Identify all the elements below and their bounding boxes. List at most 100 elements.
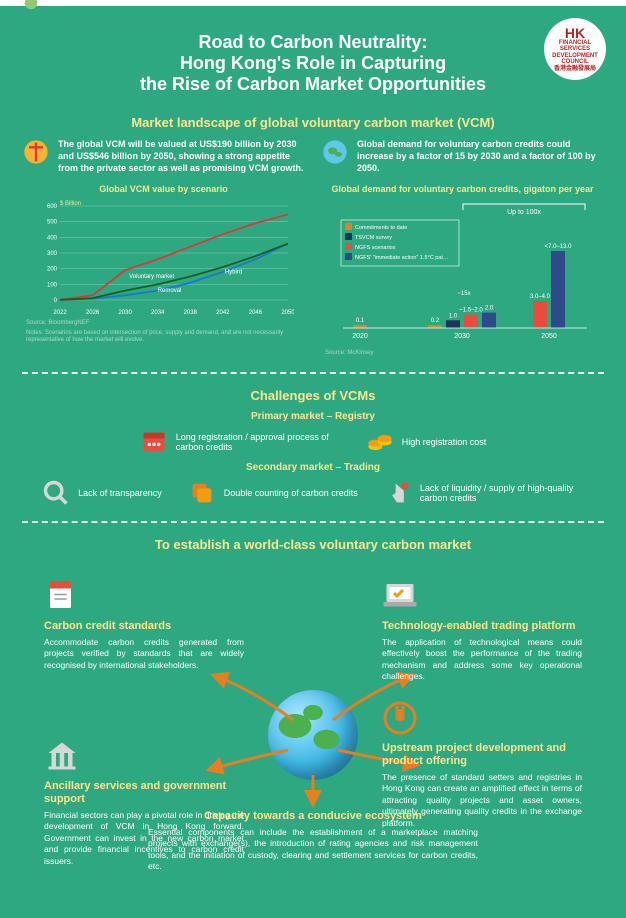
establish-section: Carbon credit standards Accommodate carb…	[0, 560, 626, 918]
pillar-body: Accommodate carbon credits generated fro…	[44, 637, 244, 671]
svg-text:0: 0	[53, 298, 57, 304]
challenge-text: High registration cost	[402, 437, 487, 447]
tap-icon	[384, 479, 412, 507]
svg-text:0.2: 0.2	[430, 318, 439, 324]
svg-text:<7.0–13.0: <7.0–13.0	[544, 244, 572, 250]
line-chart-title: Global VCM value by scenario	[22, 184, 305, 194]
plug-icon	[382, 700, 418, 736]
svg-text:600: 600	[46, 204, 57, 210]
challenge-text: Lack of liquidity / supply of high-quali…	[420, 483, 584, 503]
org-logo: HK FINANCIAL SERVICES DEVELOPMENT COUNCI…	[544, 18, 606, 80]
globe-icon	[321, 138, 349, 166]
divider	[22, 372, 604, 374]
svg-text:NGFS' "immediate action" 1.5°C: NGFS' "immediate action" 1.5°C pat…	[355, 255, 448, 261]
right-col: Global demand for voluntary carbon credi…	[321, 138, 604, 358]
challenge-item: Lack of transparency	[42, 479, 162, 507]
secondary-row: Lack of transparency Double counting of …	[0, 479, 626, 507]
pillar-body: Essential components can include the est…	[148, 827, 478, 873]
svg-text:2020: 2020	[352, 333, 368, 340]
duplicate-icon	[188, 479, 216, 507]
svg-text:NGFS scenarios: NGFS scenarios	[355, 245, 396, 251]
svg-text:Hybird: Hybird	[224, 270, 241, 276]
logo-line: SERVICES	[560, 46, 590, 53]
building-icon	[44, 738, 80, 774]
logo-line: COUNCIL	[561, 59, 588, 66]
svg-text:Up to 100x: Up to 100x	[507, 209, 541, 216]
challenge-text: Lack of transparency	[78, 488, 162, 498]
svg-text:3.0–4.0: 3.0–4.0	[529, 294, 550, 300]
logo-line: DEVELOPMENT	[552, 53, 598, 60]
line-chart: $ Billion0100200300400500600202220262030…	[34, 198, 294, 318]
callout-right: Global demand for voluntary carbon credi…	[321, 138, 604, 174]
bar-chart-title: Global demand for voluntary carbon credi…	[321, 184, 604, 194]
callout-text: The global VCM will be valued at US$190 …	[58, 138, 305, 174]
establish-layout: Carbon credit standards Accommodate carb…	[22, 560, 604, 900]
pillar-title: Ancillary services and government suppor…	[44, 780, 244, 806]
sub-heading: Secondary market – Trading	[0, 462, 626, 473]
svg-text:2034: 2034	[151, 310, 165, 316]
chart-source: Source: BloombergNEF	[22, 318, 305, 327]
left-col: The global VCM will be valued at US$190 …	[22, 138, 305, 358]
svg-text:2046: 2046	[248, 310, 262, 316]
pillar-title: Technology-enabled trading platform	[382, 620, 582, 633]
svg-text:Removal: Removal	[157, 289, 181, 295]
svg-text:400: 400	[46, 236, 57, 242]
svg-text:Commitments to date: Commitments to date	[355, 225, 407, 231]
market-two-col: The global VCM will be valued at US$190 …	[0, 138, 626, 358]
section-heading: Market landscape of global voluntary car…	[0, 115, 626, 130]
svg-text:2038: 2038	[183, 310, 197, 316]
svg-text:2050: 2050	[541, 333, 557, 340]
header-band	[0, 0, 626, 6]
section-heading: Challenges of VCMs	[0, 388, 626, 403]
challenge-item: High registration cost	[366, 428, 487, 456]
pillar-capacity: Capacity towards a conducive ecosystem E…	[148, 810, 478, 873]
svg-text:2026: 2026	[85, 310, 99, 316]
title-line: Hong Kong's Role in Capturing	[60, 53, 566, 74]
svg-text:~1.5–2.0: ~1.5–2.0	[459, 308, 483, 314]
pillar-title: Capacity towards a conducive ecosystem	[148, 810, 478, 823]
svg-text:500: 500	[46, 220, 57, 226]
pillar-title: Carbon credit standards	[44, 620, 244, 633]
bar-source: Source: McKinsey	[321, 348, 604, 357]
svg-text:300: 300	[46, 251, 57, 257]
pillar-title: Upstream project development and product…	[382, 742, 582, 768]
title-line: Road to Carbon Neutrality:	[60, 32, 566, 53]
callout-left: The global VCM will be valued at US$190 …	[22, 138, 305, 174]
title-line: the Rise of Carbon Market Opportunities	[60, 74, 566, 95]
logo-line: FINANCIAL	[559, 40, 591, 47]
coins-icon	[366, 428, 394, 456]
svg-text:2050: 2050	[281, 310, 294, 316]
svg-text:2042: 2042	[216, 310, 230, 316]
section-heading: To establish a world-class voluntary car…	[0, 537, 626, 552]
svg-text:TSVCM survey: TSVCM survey	[355, 235, 392, 241]
page-title: Road to Carbon Neutrality: Hong Kong's R…	[0, 6, 626, 105]
svg-text:~15x: ~15x	[457, 291, 470, 297]
pillar-body: The application of technological means c…	[382, 637, 582, 683]
challenge-item: Double counting of carbon credits	[188, 479, 358, 507]
challenge-item: Long registration / approval process of …	[140, 428, 340, 456]
laptop-icon	[382, 578, 418, 614]
infographic-page: HK FINANCIAL SERVICES DEVELOPMENT COUNCI…	[0, 0, 626, 918]
challenge-item: Lack of liquidity / supply of high-quali…	[384, 479, 584, 507]
svg-text:2030: 2030	[454, 333, 470, 340]
divider	[22, 521, 604, 523]
sub-heading: Primary market – Registry	[0, 411, 626, 422]
svg-text:2022: 2022	[53, 310, 67, 316]
scale-icon	[22, 138, 50, 166]
svg-text:200: 200	[46, 267, 57, 273]
callout-text: Global demand for voluntary carbon credi…	[357, 138, 604, 174]
logo-big: HK	[565, 26, 585, 40]
pillar-standards: Carbon credit standards Accommodate carb…	[44, 578, 244, 672]
svg-text:Voluntary market: Voluntary market	[129, 274, 174, 280]
primary-row: Long registration / approval process of …	[0, 428, 626, 456]
svg-text:2030: 2030	[118, 310, 132, 316]
logo-line: 香港金融發展局	[554, 66, 596, 73]
calendar-icon	[140, 428, 168, 456]
doc-icon	[44, 578, 80, 614]
magnify-icon	[42, 479, 70, 507]
challenge-text: Double counting of carbon credits	[224, 488, 358, 498]
svg-text:0.1: 0.1	[355, 318, 364, 324]
pillar-tech: Technology-enabled trading platform The …	[382, 578, 582, 683]
challenge-text: Long registration / approval process of …	[176, 432, 340, 452]
svg-text:1.0: 1.0	[448, 314, 457, 320]
